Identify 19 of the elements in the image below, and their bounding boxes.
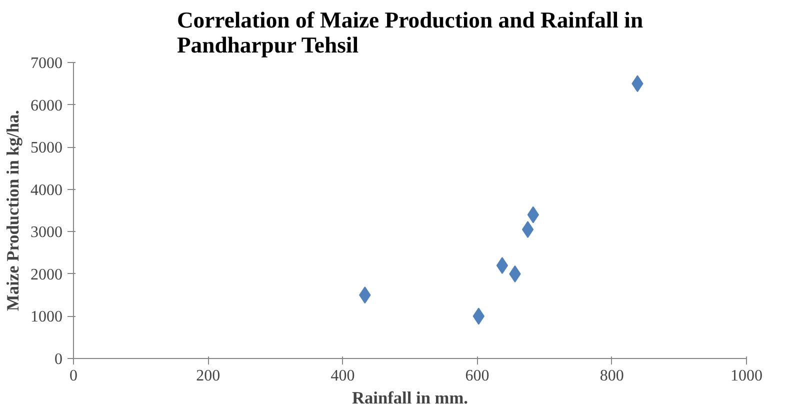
y-axis-title: Maize Production in kg/ha.	[4, 110, 22, 311]
y-tick-label: 5000	[30, 140, 62, 157]
chart-title: Correlation of Maize Production and Rainfall in Pandharpur Tehsil	[176, 8, 644, 58]
x-tick-label: 1000	[730, 368, 762, 384]
x-tick-label: 600	[465, 368, 490, 384]
point	[522, 221, 534, 238]
y-tick-label: 4000	[30, 182, 62, 199]
y-tick-label: 3000	[30, 224, 62, 242]
y-tick-label: 6000	[30, 97, 62, 114]
point	[496, 256, 508, 274]
x-tick-label: 400	[330, 368, 355, 384]
x-tick-label: 800	[600, 368, 624, 384]
x-axis-title: Rainfall in mm.	[352, 388, 468, 408]
y-tick-label: 7000	[30, 55, 62, 72]
y-tick-label: 1000	[30, 308, 62, 326]
x-tick-label: 200	[196, 368, 220, 384]
x-tick-label: 0	[70, 368, 78, 384]
y-tick-label: 2000	[30, 266, 62, 284]
y-tick-label: 0	[54, 351, 62, 368]
